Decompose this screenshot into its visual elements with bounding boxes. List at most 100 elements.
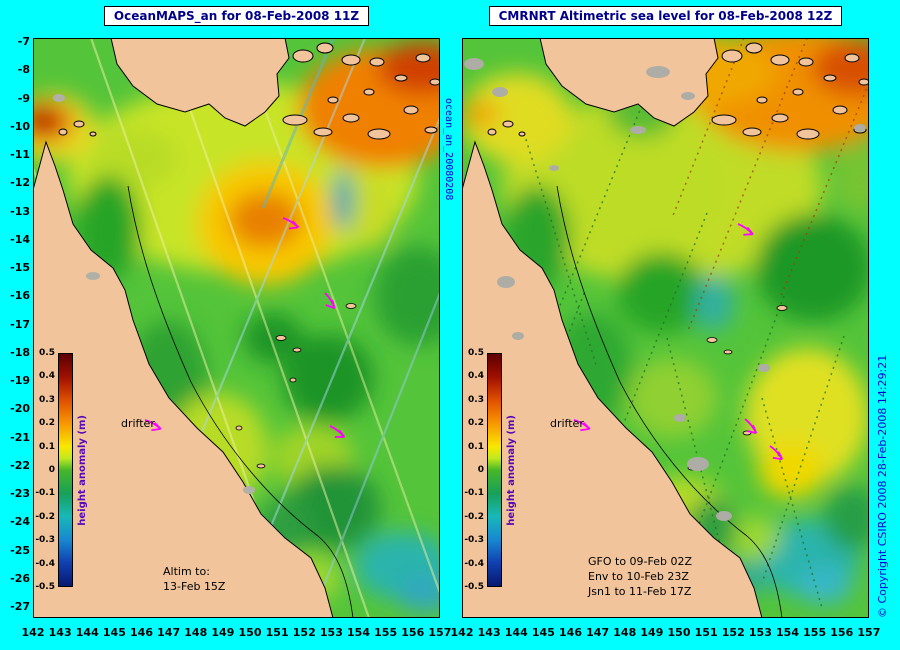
y-tick-label: -15 (10, 261, 30, 274)
x-tick-label: 152 (721, 626, 745, 639)
colorbar-tick-label: 0.1 (468, 441, 484, 452)
x-tick-label: 157 (857, 626, 881, 639)
gray-patches (464, 58, 866, 521)
left-title-row: OceanMAPS_an for 08-Feb-2008 11Z (33, 6, 440, 26)
x-tick-label: 147 (157, 626, 181, 639)
note-line: Jsn1 to 11-Feb 17Z (588, 585, 692, 598)
colorbar-tick-label: -0.5 (464, 581, 484, 592)
x-tick-label: 155 (803, 626, 827, 639)
map-frame (462, 38, 869, 618)
y-tick-label: -19 (10, 374, 30, 387)
colorbar-tick-labels: 0.5 0.4 0.3 0.2 0.1 0 -0.1 -0.2 -0.3 -0.4 -0.5 (462, 348, 484, 592)
colorbar-axis-label-text: height anomaly (m) (77, 414, 88, 526)
y-axis-tick-labels: -7 -8 -9 -10 -11 -12 -13 -14 -15 -16 -17 -18 -19 -20 -… (2, 35, 30, 614)
left-panel-notes: Altim to: 13-Feb 15Z (163, 564, 225, 594)
colorbar-tick-label: 0 (48, 464, 55, 475)
x-tick-label: 148 (613, 626, 637, 639)
x-tick-label: 149 (640, 626, 664, 639)
y-tick-label: -27 (10, 600, 30, 613)
x-tick-label: 146 (559, 626, 582, 639)
left-x-axis-tick-labels: 142 143 144 145 146 147 148 149 150 151 152 153 154 1… (20, 626, 453, 639)
gray-patches (53, 94, 255, 494)
x-tick-label: 145 (531, 626, 555, 639)
left-colorbar: 0.5 0.4 0.3 0.2 0.1 0 -0.1 -0.2 -0.3 -0.4 -0.5 hei… (33, 348, 125, 592)
colorbar-tick-label: 0.5 (39, 348, 55, 358)
colorbar-tick-label: 0.3 (39, 394, 55, 405)
left-map (33, 38, 440, 618)
right-title-row: CMRNRT Altimetric sea level for 08-Feb-2… (462, 6, 869, 26)
colorbar-tick-label: 0 (477, 464, 484, 475)
note-line: Altim to: (163, 565, 210, 578)
small-islands (235, 303, 357, 469)
land-newguinea (539, 38, 869, 140)
colorbar-gradient (487, 353, 502, 587)
y-tick-label: -7 (17, 35, 30, 48)
y-tick-label: -23 (10, 487, 30, 500)
right-panel-notes: GFO to 09-Feb 02Z Env to 10-Feb 23Z Jsn1 t… (588, 554, 692, 599)
note-line: GFO to 09-Feb 02Z (588, 555, 693, 568)
x-tick-label: 151 (694, 626, 718, 639)
x-tick-label: 142 (21, 626, 45, 639)
x-tick-label: 153 (319, 626, 343, 639)
colorbar-axis-label: height anomaly (m) (506, 348, 517, 592)
left-panel-title: OceanMAPS_an for 08-Feb-2008 11Z (103, 6, 370, 26)
x-tick-label: 147 (586, 626, 610, 639)
x-tick-label: 143 (48, 626, 72, 639)
colorbar-tick-label: 0.3 (468, 394, 484, 405)
x-tick-label: 144 (504, 626, 528, 639)
x-tick-label: 143 (477, 626, 501, 639)
x-tick-label: 153 (748, 626, 772, 639)
drifter-legend-label: drifter (121, 417, 155, 430)
colorbar-tick-label: -0.1 (35, 488, 55, 499)
note-line: Env to 10-Feb 23Z (588, 570, 689, 583)
x-tick-label: 154 (347, 626, 370, 639)
right-map (462, 38, 869, 618)
colorbar-tick-label: -0.1 (464, 488, 484, 499)
colorbar-tick-label: -0.2 (35, 511, 55, 522)
right-colorbar: 0.5 0.4 0.3 0.2 0.1 0 -0.1 -0.2 -0.3 -0.4 -0.5 hei… (462, 348, 554, 592)
colorbar-tick-label: 0.4 (468, 371, 484, 382)
colorbar-axis-label-text: height anomaly (m) (506, 414, 517, 526)
y-tick-label: -18 (10, 345, 30, 359)
x-tick-label: 150 (238, 626, 262, 639)
y-tick-label: -22 (10, 458, 30, 472)
colorbar-tick-label: -0.3 (464, 535, 484, 546)
colorbar-tick-label: -0.5 (35, 581, 55, 592)
land-australia (33, 120, 334, 618)
colorbar-tick-label: 0.2 (468, 418, 484, 429)
x-tick-label: 151 (265, 626, 289, 639)
left-map-panel: 0.5 0.4 0.3 0.2 0.1 0 -0.1 -0.2 -0.3 -0.4 -0.5 hei… (33, 38, 440, 618)
drifter-legend-label: drifter (550, 417, 584, 430)
colorbar-tick-labels: 0.5 0.4 0.3 0.2 0.1 0 -0.1 -0.2 -0.3 -0.4 -0.5 (33, 348, 55, 592)
colorbar-tick-label: -0.2 (464, 511, 484, 522)
copyright-watermark: © Copyright CSIRO 2008 28-Feb-2008 14:29… (876, 354, 889, 618)
x-tick-label: 144 (75, 626, 99, 639)
x-tick-label: 155 (374, 626, 398, 639)
colorbar-gradient (58, 353, 73, 587)
y-tick-label: -17 (10, 317, 30, 331)
x-tick-label: 154 (776, 626, 799, 639)
y-tick-label: -8 (17, 63, 30, 77)
x-tick-label: 149 (211, 626, 235, 639)
x-tick-label: 146 (130, 626, 153, 639)
colorbar-tick-label: -0.4 (464, 558, 484, 569)
run-id-watermark: ocean_an_20080208 (443, 98, 454, 201)
y-tick-label: -26 (10, 571, 30, 585)
x-tick-label: 150 (667, 626, 691, 639)
land-australia (462, 120, 763, 618)
reef-contour (556, 185, 783, 618)
map-frame (33, 38, 440, 618)
colorbar-tick-label: 0.2 (39, 418, 55, 429)
colorbar-tick-label: 0.4 (39, 371, 55, 382)
colorbar-tick-label: 0.1 (39, 441, 55, 452)
right-x-axis-tick-labels: 142 143 144 145 146 147 148 149 150 151 152 153 154 1… (449, 626, 882, 639)
y-tick-label: -20 (10, 402, 30, 416)
colorbar-tick-label: 0.5 (468, 348, 484, 358)
x-tick-label: 157 (428, 626, 452, 639)
x-tick-label: 156 (401, 626, 425, 639)
land-newguinea (110, 38, 440, 140)
y-tick-label: -24 (10, 515, 30, 529)
x-tick-label: 145 (102, 626, 126, 639)
y-tick-label: -12 (10, 176, 30, 190)
